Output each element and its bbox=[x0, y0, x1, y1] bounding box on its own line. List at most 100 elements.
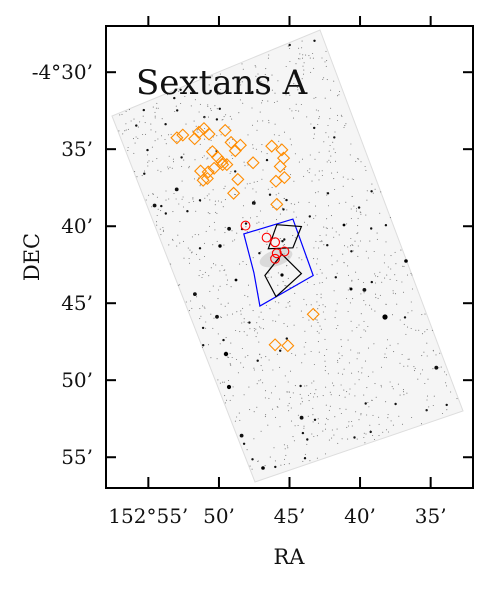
star-point bbox=[262, 318, 264, 320]
star-point bbox=[216, 108, 218, 110]
star-point bbox=[224, 305, 226, 307]
star-point bbox=[170, 263, 172, 265]
star-point bbox=[345, 297, 348, 300]
star-point bbox=[255, 75, 257, 77]
star-point bbox=[183, 153, 185, 155]
star-point bbox=[301, 57, 304, 59]
star-point bbox=[286, 265, 288, 267]
star-point bbox=[220, 316, 223, 318]
star-point bbox=[319, 268, 321, 271]
star-point bbox=[274, 123, 276, 125]
star-point bbox=[377, 276, 379, 278]
star-point bbox=[314, 205, 317, 207]
star-point bbox=[338, 90, 341, 93]
star-point bbox=[384, 254, 386, 256]
star-point bbox=[204, 138, 206, 140]
star-point bbox=[352, 250, 354, 252]
star-point bbox=[230, 171, 232, 173]
star-point bbox=[285, 94, 287, 96]
diamond-marker bbox=[233, 138, 247, 152]
star-point bbox=[255, 336, 257, 338]
star-point bbox=[335, 231, 337, 233]
star-point bbox=[294, 237, 296, 239]
star-point bbox=[303, 62, 305, 64]
star-point bbox=[313, 133, 315, 135]
star-point bbox=[220, 134, 222, 136]
star-point bbox=[348, 362, 350, 364]
star-point bbox=[294, 153, 296, 155]
star-point bbox=[383, 356, 385, 359]
star-point bbox=[330, 394, 332, 396]
star-point bbox=[392, 388, 394, 390]
star-point bbox=[339, 357, 341, 359]
star-point bbox=[345, 408, 347, 410]
star-point bbox=[258, 221, 260, 223]
star-point bbox=[125, 110, 127, 112]
star-point bbox=[307, 281, 309, 283]
star-point bbox=[302, 54, 304, 56]
star-point bbox=[224, 395, 226, 397]
star-point bbox=[244, 222, 248, 225]
star-point bbox=[287, 277, 289, 279]
star-point bbox=[402, 389, 405, 391]
star-point bbox=[295, 103, 297, 105]
star-point bbox=[324, 97, 326, 99]
star-point bbox=[349, 302, 351, 304]
diamond-marker bbox=[192, 125, 206, 139]
star-point bbox=[259, 210, 262, 212]
star-point bbox=[332, 141, 334, 143]
star-point bbox=[363, 329, 365, 331]
star-point bbox=[262, 328, 265, 330]
star-point bbox=[279, 426, 281, 428]
star-point bbox=[181, 198, 183, 200]
star-point bbox=[224, 226, 226, 228]
star-point bbox=[317, 418, 319, 420]
star-point bbox=[431, 329, 433, 331]
star-point bbox=[183, 159, 185, 161]
star-point bbox=[274, 92, 276, 94]
star-point bbox=[212, 327, 214, 329]
star-point bbox=[134, 171, 136, 173]
star-point bbox=[137, 137, 139, 139]
star-point bbox=[366, 199, 368, 201]
star-point bbox=[385, 401, 387, 403]
star-point bbox=[343, 245, 346, 247]
star-point bbox=[415, 329, 417, 331]
star-point bbox=[316, 273, 318, 275]
star-point bbox=[243, 331, 245, 333]
star-point bbox=[267, 424, 269, 426]
star-point bbox=[333, 148, 335, 150]
star-point bbox=[198, 111, 200, 113]
star-point bbox=[249, 182, 251, 184]
star-point bbox=[270, 392, 273, 394]
star-point bbox=[264, 465, 266, 467]
star-point bbox=[311, 180, 313, 182]
star-point bbox=[317, 322, 319, 324]
star-point bbox=[249, 217, 252, 219]
star-point bbox=[268, 54, 270, 56]
star-point bbox=[310, 71, 312, 73]
star-point bbox=[267, 276, 269, 278]
star-point bbox=[287, 302, 289, 304]
star-point bbox=[251, 90, 254, 94]
star-point bbox=[300, 103, 302, 106]
star-point bbox=[315, 389, 317, 391]
star-point bbox=[242, 307, 244, 309]
star-point bbox=[135, 124, 138, 127]
star-point bbox=[287, 91, 289, 93]
star-point bbox=[283, 463, 285, 466]
star-point bbox=[262, 120, 264, 122]
star-point bbox=[284, 199, 286, 201]
star-point bbox=[160, 204, 163, 208]
x-tick-label: 40’ bbox=[344, 504, 376, 528]
star-point bbox=[426, 355, 428, 357]
star-point bbox=[305, 54, 307, 56]
star-point bbox=[274, 301, 276, 303]
diamond-marker bbox=[231, 172, 245, 186]
star-point bbox=[261, 178, 263, 180]
star-point bbox=[242, 442, 246, 445]
star-point bbox=[175, 198, 177, 200]
star-point bbox=[258, 326, 261, 328]
star-point bbox=[289, 301, 291, 303]
star-point bbox=[229, 363, 231, 365]
